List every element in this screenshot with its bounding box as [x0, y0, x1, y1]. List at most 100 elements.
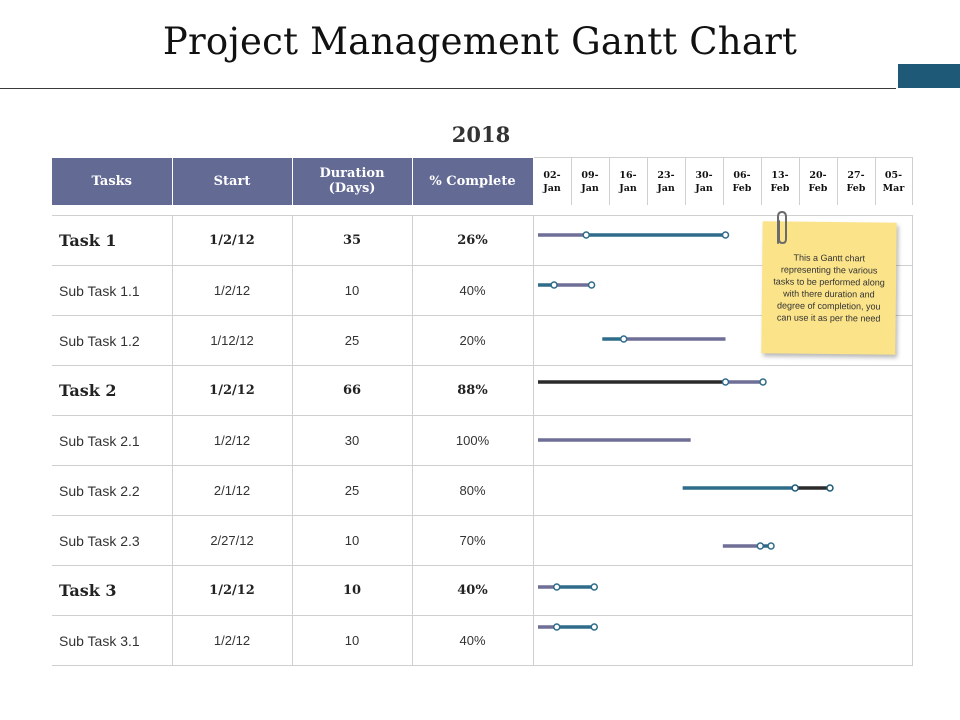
- task-complete: 26%: [412, 215, 534, 266]
- gantt-bar: [722, 542, 775, 550]
- header-row: Tasks Start Duration (Days) % Complete 0…: [52, 157, 913, 205]
- week-day: 20-: [809, 169, 827, 181]
- gantt-milestone-marker: [553, 583, 561, 591]
- header-duration-line2: (Days): [328, 181, 376, 197]
- task-start: 1/12/12: [172, 315, 293, 366]
- title-divider: [0, 88, 896, 89]
- task-duration: 66: [292, 365, 413, 416]
- task-name: Sub Task 2.2: [52, 465, 173, 516]
- timeline-cell: [533, 365, 913, 416]
- accent-block: [898, 64, 960, 88]
- week-header: 23- Jan: [647, 157, 686, 205]
- week-day: 27-: [847, 169, 865, 181]
- task-duration: 25: [292, 465, 413, 516]
- task-complete: 40%: [412, 615, 534, 666]
- gantt-milestone-marker: [756, 542, 765, 550]
- task-complete: 40%: [412, 265, 534, 316]
- task-name: Sub Task 2.1: [52, 415, 173, 466]
- task-complete: 80%: [412, 465, 534, 516]
- task-name: Sub Task 3.1: [52, 615, 173, 666]
- week-header: 09- Jan: [571, 157, 610, 205]
- gantt-milestone-marker: [582, 231, 590, 239]
- week-header: 27- Feb: [837, 157, 876, 205]
- gantt-milestone-marker: [721, 378, 730, 386]
- task-duration: 35: [292, 215, 413, 266]
- task-duration: 10: [292, 565, 413, 616]
- task-start: 1/2/12: [172, 565, 293, 616]
- page-title: Project Management Gantt Chart: [162, 20, 798, 63]
- table-row: Sub Task 1.1 1/2/12 10 40%: [52, 265, 913, 316]
- task-name: Task 1: [52, 215, 173, 266]
- gantt-bar: [538, 623, 598, 631]
- header-complete: % Complete: [412, 157, 534, 205]
- table-row: Task 3 1/2/12 10 40%: [52, 565, 913, 616]
- week-month: Jan: [657, 182, 675, 194]
- week-month: Feb: [732, 182, 752, 194]
- week-day: 13-: [771, 169, 789, 181]
- timeline-cell: [533, 465, 913, 516]
- gantt-milestone-marker: [553, 623, 561, 631]
- task-name: Sub Task 1.2: [52, 315, 173, 366]
- header-start: Start: [172, 157, 293, 205]
- task-start: 1/2/12: [172, 365, 293, 416]
- week-day: 06-: [733, 169, 751, 181]
- gantt-milestone-marker: [550, 281, 558, 289]
- week-day: 30-: [695, 169, 713, 181]
- timeline-cell: [533, 515, 913, 566]
- paperclip-icon: [777, 210, 787, 245]
- task-complete: 20%: [412, 315, 534, 366]
- week-header: 30- Jan: [685, 157, 724, 205]
- gantt-bar: [538, 583, 598, 591]
- header-tasks: Tasks: [52, 157, 173, 205]
- task-start: 1/2/12: [172, 215, 293, 266]
- gantt-milestone-marker: [590, 623, 598, 631]
- week-month: Feb: [808, 182, 828, 194]
- week-month: Feb: [846, 182, 866, 194]
- week-header: 05- Mar: [875, 157, 913, 205]
- task-complete: 40%: [412, 565, 534, 616]
- gantt-bar: [602, 335, 726, 343]
- gantt-milestone-marker: [791, 484, 799, 492]
- gantt-bar: [538, 231, 730, 239]
- week-day: 23-: [657, 169, 675, 181]
- task-name: Task 2: [52, 365, 173, 416]
- task-duration: 10: [292, 265, 413, 316]
- gantt-milestone-marker: [759, 378, 767, 386]
- task-start: 2/27/12: [172, 515, 293, 566]
- task-start: 1/2/12: [172, 265, 293, 316]
- table-row: Task 2 1/2/12 66 88%: [52, 365, 913, 416]
- table-row: Sub Task 3.1 1/2/12 10 40%: [52, 615, 913, 666]
- gantt-bar: [538, 378, 767, 386]
- gantt-milestone-marker: [721, 231, 730, 239]
- week-header: 16- Jan: [609, 157, 648, 205]
- week-header: 13- Feb: [761, 157, 800, 205]
- gantt-milestone-marker: [767, 542, 775, 550]
- header-duration: Duration (Days): [292, 157, 413, 205]
- gantt-milestone-marker: [619, 335, 628, 343]
- week-month: Jan: [581, 182, 599, 194]
- task-complete: 100%: [412, 415, 534, 466]
- table-row: Sub Task 1.2 1/12/12 25 20%: [52, 315, 913, 366]
- task-start: 1/2/12: [172, 615, 293, 666]
- gantt-bar: [538, 281, 596, 289]
- gantt-milestone-marker: [587, 281, 596, 289]
- task-duration: 25: [292, 315, 413, 366]
- table-row: Sub Task 2.3 2/27/12 10 70%: [52, 515, 913, 566]
- week-header: 20- Feb: [799, 157, 838, 205]
- task-duration: 10: [292, 515, 413, 566]
- task-start: 2/1/12: [172, 465, 293, 516]
- task-name: Task 3: [52, 565, 173, 616]
- week-day: 05-: [884, 169, 903, 181]
- task-duration: 10: [292, 615, 413, 666]
- gantt-milestone-marker: [826, 484, 834, 492]
- week-month: Feb: [770, 182, 790, 194]
- gantt-bar: [682, 484, 834, 492]
- week-month: Jan: [619, 182, 637, 194]
- task-duration: 30: [292, 415, 413, 466]
- week-month: Jan: [543, 182, 561, 194]
- task-start: 1/2/12: [172, 415, 293, 466]
- week-month: Mar: [882, 182, 905, 194]
- table-row: Sub Task 2.2 2/1/12 25 80%: [52, 465, 913, 516]
- week-day: 09-: [581, 169, 599, 181]
